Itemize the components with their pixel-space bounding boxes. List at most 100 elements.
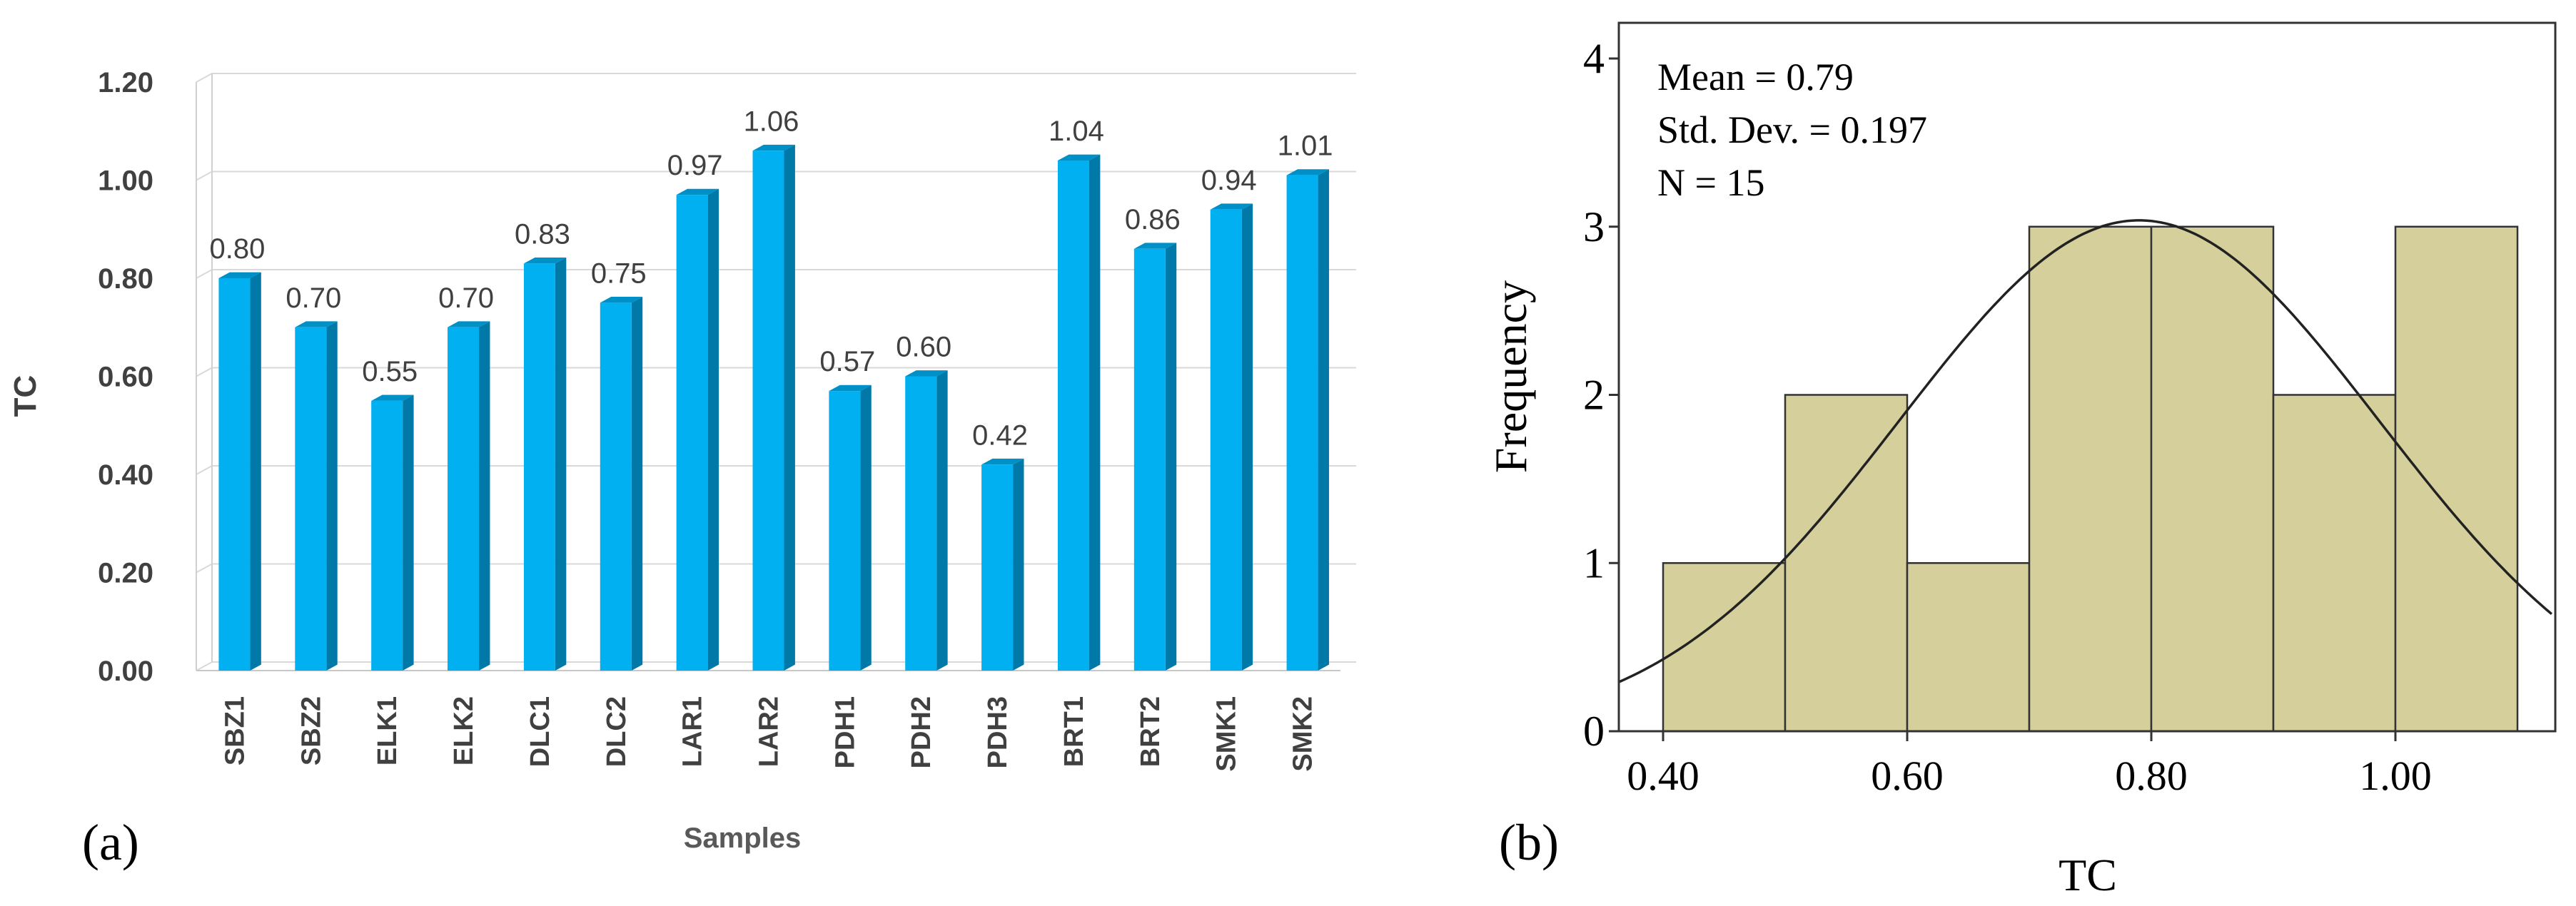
gridline-depth	[196, 563, 213, 574]
y-tick-label: 2	[1583, 372, 1605, 419]
bar-lar1	[676, 195, 708, 671]
bar-top-pdh2	[905, 370, 948, 377]
y-tick-label: 0.00	[98, 656, 153, 687]
bar-side-lar1	[707, 188, 719, 671]
data-label: 0.70	[438, 283, 494, 314]
bar-chart-x-ticks: SBZ1 SBZ2 ELK1 ELK2 DLC1 DLC2 LAR1 LAR2 PDH1 PDH2…	[220, 696, 1318, 772]
bar-chart-y-ticks: 0.00 0.20 0.40 0.60 0.80 1.00 1.20	[98, 67, 153, 687]
x-tick-label: 0.80	[2115, 753, 2188, 799]
panel-label-b: (b)	[1499, 814, 1559, 871]
data-label: 0.70	[286, 283, 341, 314]
bar-chart-bars: 0.80 0.70 0.55 0.70 0.83 0.75 0.97 1.06 0.57 0.60…	[210, 106, 1333, 671]
bar-elk2	[448, 327, 480, 671]
data-label: 0.60	[896, 332, 951, 363]
bar-sbz2	[295, 327, 327, 671]
gridline-depth	[196, 73, 213, 83]
x-tick-label: ELK2	[449, 696, 479, 765]
bar-dlc1	[523, 263, 555, 671]
gridline-depth	[196, 367, 213, 377]
bar-top-sbz2	[295, 321, 338, 327]
bar-top-dlc1	[523, 257, 567, 264]
x-tick-label: LAR2	[754, 696, 784, 767]
bar-pdh3	[981, 464, 1014, 671]
bar-smk2	[1286, 175, 1318, 671]
x-tick-label: PDH3	[983, 696, 1013, 768]
data-label: 0.57	[819, 346, 875, 377]
data-label: 0.42	[972, 419, 1028, 451]
bar-dlc2	[600, 302, 632, 671]
bar-top-brt2	[1133, 243, 1177, 249]
panel-label-a: (a)	[82, 814, 139, 871]
bar-side-pdh1	[860, 385, 872, 671]
bar-top-smk1	[1210, 203, 1253, 210]
bar-pdh2	[905, 376, 937, 671]
bar-pdh1	[829, 391, 861, 671]
stats-mean: Mean = 0.79	[1657, 56, 1854, 98]
x-tick-label: ELK1	[373, 696, 403, 765]
stats-n: N = 15	[1657, 161, 1764, 204]
x-tick-label: SMK1	[1212, 696, 1242, 772]
x-tick-label: SBZ2	[296, 696, 326, 765]
bar-side-dlc2	[631, 296, 643, 671]
bar-top-brt1	[1057, 154, 1101, 161]
x-tick-label: SBZ1	[220, 696, 250, 765]
bar-top-elk2	[448, 321, 490, 327]
bar-smk1	[1210, 209, 1242, 671]
histogram-bar	[1662, 562, 1787, 733]
x-tick-label: DLC2	[602, 696, 632, 767]
data-label: 1.06	[744, 106, 799, 137]
bar-side-brt1	[1089, 154, 1101, 671]
data-label: 0.55	[362, 356, 418, 387]
histogram-bar	[1906, 562, 2031, 733]
bar-chart-x-axis-label: Samples	[684, 823, 802, 854]
y-tick-label: 3	[1583, 203, 1605, 250]
bar-top-dlc2	[600, 296, 643, 303]
bar-side-pdh3	[1013, 458, 1024, 671]
bar-side-sbz1	[250, 272, 261, 671]
bar-elk1	[371, 400, 403, 671]
x-tick-label: PDH2	[906, 696, 936, 768]
bar-side-brt2	[1165, 243, 1177, 671]
data-label: 0.75	[591, 258, 647, 289]
stats-std-dev: Std. Dev. = 0.197	[1657, 108, 1927, 151]
bar-side-elk1	[403, 395, 414, 671]
y-tick-label: 1.00	[98, 166, 153, 197]
bar-side-lar2	[784, 144, 795, 671]
gridline-depth	[196, 269, 213, 279]
x-tick-label: BRT1	[1059, 696, 1089, 767]
gridline-depth	[196, 465, 213, 475]
histogram-y-axis-label: Frequency	[1485, 280, 1536, 473]
bar-top-smk2	[1286, 169, 1329, 175]
data-label: 0.97	[667, 150, 723, 181]
histogram-bar	[2028, 225, 2153, 733]
bar-side-elk2	[479, 321, 490, 671]
y-tick-label: 0.80	[98, 263, 153, 295]
bar-side-pdh2	[936, 370, 948, 671]
bar-top-elk1	[371, 395, 414, 401]
bar-chart-y-axis-label: TC	[8, 375, 43, 417]
x-tick-label: 0.60	[1871, 753, 1944, 799]
bar-top-lar2	[752, 144, 795, 151]
histogram-x-axis-label: TC	[2059, 850, 2117, 900]
gridline-depth	[196, 170, 213, 181]
bar-top-pdh1	[829, 385, 872, 392]
bar-brt2	[1133, 248, 1166, 671]
histogram-bar	[2272, 394, 2397, 733]
bar-side-sbz2	[326, 321, 338, 671]
bar-lar2	[752, 151, 784, 671]
y-tick-label: 4	[1583, 35, 1605, 82]
normal-curve	[1618, 219, 2553, 683]
gridline-depth	[196, 661, 213, 671]
histogram-frame	[1617, 21, 2557, 733]
x-tick-label: 0.40	[1627, 753, 1699, 799]
histogram-panel-b: 0 1 2 3 4 0.40 0.60 0.80 1.00 Mean = 0.79 Std. …	[1485, 21, 2557, 900]
x-tick-label: PDH1	[830, 696, 860, 768]
bar-brt1	[1057, 161, 1089, 671]
histogram-x-ticks: 0.40 0.60 0.80 1.00	[1627, 731, 2432, 799]
data-label: 0.94	[1201, 165, 1257, 196]
y-tick-label: 0.20	[98, 558, 153, 589]
x-tick-label: SMK2	[1288, 696, 1318, 772]
data-label: 0.83	[515, 218, 570, 250]
bar-side-smk1	[1241, 203, 1253, 671]
